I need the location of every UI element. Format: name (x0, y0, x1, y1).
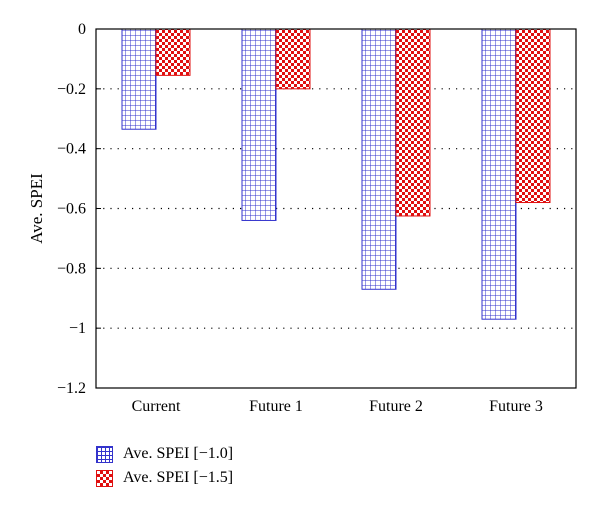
x-tick-label: Current (132, 398, 181, 415)
x-axis-labels: Current Future 1 Future 2 Future 3 (132, 398, 543, 415)
y-tick-label: −0.2 (57, 81, 86, 98)
legend-label: Ave. SPEI [−1.5] (123, 469, 234, 486)
y-tick-label: 0 (78, 21, 86, 38)
bar-spei-1-0 (481, 28, 517, 320)
bar-spei-1-0 (361, 28, 397, 290)
y-tick-label: −0.6 (57, 201, 86, 218)
y-axis-title: Ave. SPEI (27, 173, 46, 244)
y-tick-label: −1 (69, 320, 86, 337)
legend-swatch-checker (96, 469, 113, 487)
legend-item-series-2: Ave. SPEI [−1.5] (96, 466, 233, 490)
bar-spei-1-0 (241, 28, 277, 221)
bar-spei-1-5 (275, 28, 311, 90)
y-axis-ticks: 0 −0.2 −0.4 −0.6 −0.8 −1 −1.2 (57, 21, 101, 397)
bars (121, 28, 551, 320)
legend-item-series-1: Ave. SPEI [−1.0] (96, 442, 233, 466)
legend-label: Ave. SPEI [−1.0] (123, 445, 234, 462)
y-tick-label: −0.8 (57, 260, 86, 277)
gridlines (96, 88, 576, 329)
legend: Ave. SPEI [−1.0] Ave. SPEI [−1.5] (96, 442, 233, 490)
x-tick-label: Future 1 (249, 398, 303, 415)
y-tick-label: −0.4 (57, 141, 86, 158)
legend-swatch-grid (96, 445, 113, 463)
bar-spei-1-5 (515, 28, 551, 204)
bar-spei-1-5 (155, 28, 191, 76)
bar-spei-1-0 (121, 28, 157, 130)
x-tick-label: Future 3 (489, 398, 543, 415)
y-tick-label: −1.2 (57, 380, 86, 397)
x-tick-label: Future 2 (369, 398, 423, 415)
bar-spei-1-5 (395, 28, 431, 217)
